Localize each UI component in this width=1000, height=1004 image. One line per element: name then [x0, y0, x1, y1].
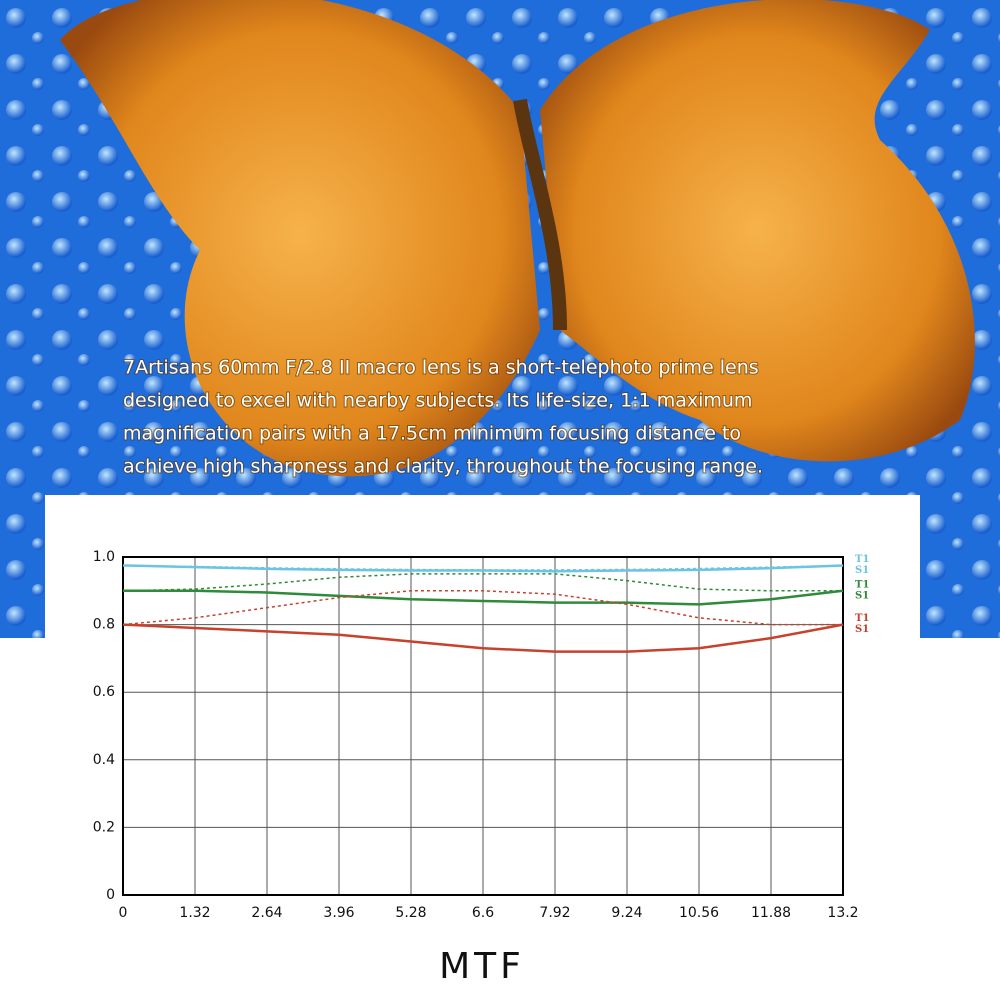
series-line — [122, 573, 843, 592]
chart: 0 0.2 0.4 0.6 0.8 1.0 0 1.32 2.64 3.96 5.28 6.6 7.92… — [93, 549, 870, 921]
description-line: achieve high sharpness and clarity, thro… — [123, 456, 763, 478]
series-line — [122, 590, 843, 626]
plot-frame — [122, 556, 844, 896]
y-tick-label: 0 — [106, 887, 115, 903]
x-tick-label: 5.28 — [395, 905, 426, 921]
y-tick-label: 0.4 — [93, 752, 115, 768]
panel — [0, 638, 1000, 1000]
description-line: 7Artisans 60mm F/2.8 II macro lens is a … — [123, 357, 759, 379]
x-tick-label: 9.24 — [611, 905, 642, 921]
x-tick-label: 11.88 — [751, 905, 791, 921]
legend-label: T1 — [855, 554, 869, 565]
legend-label: T1 — [855, 579, 869, 590]
x-tick-label: 3.96 — [323, 905, 354, 921]
y-tick-label: 0.2 — [93, 819, 115, 835]
legend-label: S1 — [855, 624, 869, 635]
description-line: magnification pairs with a 17.5cm minimu… — [123, 423, 741, 445]
chart-title: MTF — [439, 946, 525, 987]
x-tick-label: 7.92 — [539, 905, 570, 921]
series-line — [122, 564, 844, 573]
x-tick-label: 0 — [119, 905, 128, 921]
series-line — [123, 589, 844, 606]
legend-label: S1 — [855, 565, 869, 576]
x-tick-label: 2.64 — [251, 905, 282, 921]
x-tick-label: 10.56 — [679, 905, 719, 921]
description-line: designed to excel with nearby subjects. … — [123, 390, 752, 412]
y-tick-label: 0.8 — [93, 617, 115, 633]
series-line — [122, 623, 844, 653]
y-tick-label: 1.0 — [93, 549, 115, 565]
x-tick-label: 6.6 — [472, 905, 494, 921]
legend-label: S1 — [855, 590, 869, 601]
y-tick-label: 0.6 — [93, 684, 115, 700]
x-tick-label: 1.32 — [179, 905, 210, 921]
x-tick-label: 13.2 — [827, 905, 858, 921]
legend-label: T1 — [855, 613, 869, 624]
description: 7Artisans 60mm F/2.8 II macro lens is a … — [122, 356, 764, 479]
